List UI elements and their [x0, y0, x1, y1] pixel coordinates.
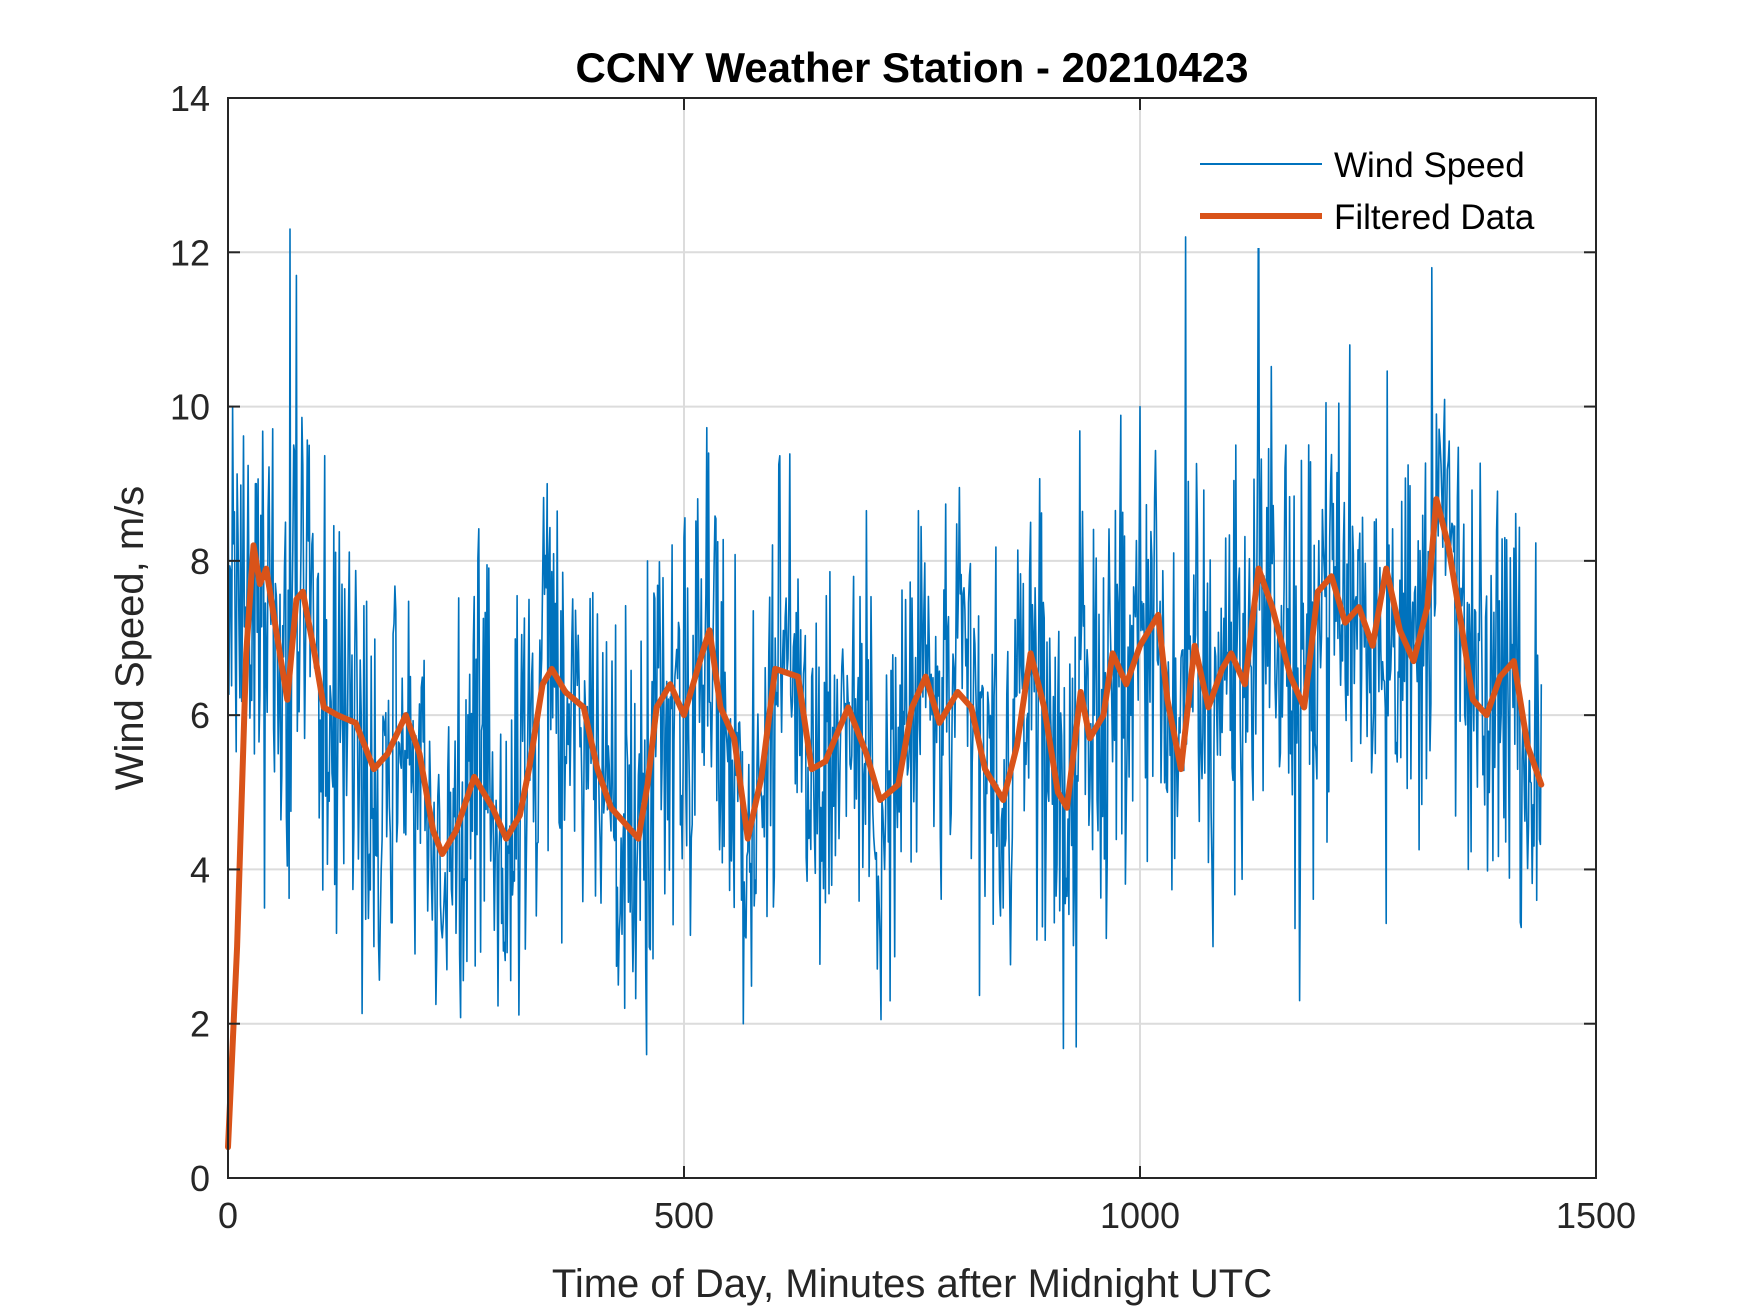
grid	[228, 98, 1596, 1178]
axes-box	[227, 97, 1597, 1179]
x-tick-label: 1000	[1100, 1195, 1180, 1236]
y-tick-label: 6	[190, 695, 210, 736]
series-line-wind-speed	[227, 135, 1543, 1056]
x-axis-label: Time of Day, Minutes after Midnight UTC	[552, 1262, 1272, 1306]
y-tick-label: 10	[170, 387, 210, 428]
series-layer	[225, 135, 1545, 1151]
legend: Wind Speed Filtered Data	[1192, 128, 1572, 248]
y-tick-label: 12	[170, 232, 210, 273]
legend-label-wind-speed: Wind Speed	[1334, 146, 1525, 185]
legend-label-filtered-data: Filtered Data	[1334, 198, 1535, 237]
ticks: 0 500 1000 1500 0 2 4 6 8 10 12 14	[170, 78, 1636, 1236]
chart-title: CCNY Weather Station - 20210423	[575, 44, 1248, 91]
y-tick-label: 14	[170, 78, 210, 119]
y-tick-label: 8	[190, 541, 210, 582]
y-tick-label: 2	[190, 1004, 210, 1045]
y-tick-label: 4	[190, 849, 210, 890]
x-tick-label: 0	[218, 1195, 238, 1236]
legend-box	[1192, 128, 1572, 248]
x-tick-label: 500	[654, 1195, 714, 1236]
x-tick-label: 1500	[1556, 1195, 1636, 1236]
y-tick-label: 0	[190, 1158, 210, 1199]
series-line-filtered-data	[225, 496, 1545, 1151]
y-axis-label: Wind Speed, m/s	[108, 486, 152, 791]
